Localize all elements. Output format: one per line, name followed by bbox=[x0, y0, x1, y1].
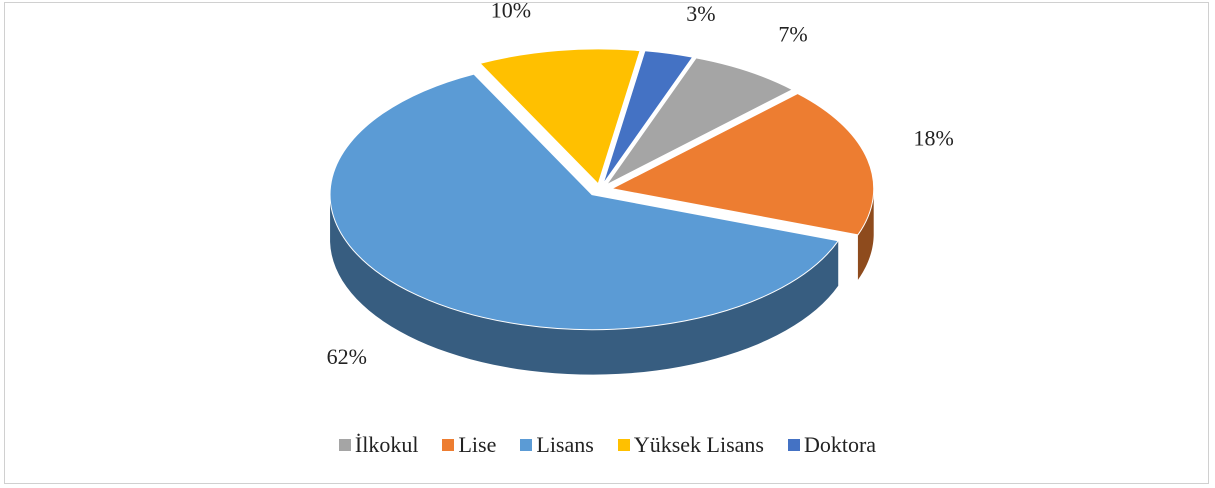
slice bbox=[479, 48, 641, 185]
data-label: 10% bbox=[491, 0, 531, 23]
legend-label: Lise bbox=[458, 432, 497, 457]
legend-swatch bbox=[617, 439, 630, 451]
legend-item: İlkokul bbox=[338, 432, 419, 458]
legend: İlkokul Lise Lisans Yüksek Lisans Doktora bbox=[0, 432, 1215, 458]
data-label: 62% bbox=[327, 344, 367, 369]
data-label: 3% bbox=[686, 1, 715, 26]
legend-item: Lisans bbox=[520, 432, 594, 458]
legend-item: Lise bbox=[442, 432, 496, 458]
legend-label: Doktora bbox=[803, 432, 877, 457]
legend-swatch bbox=[442, 439, 455, 451]
legend-swatch bbox=[520, 439, 533, 451]
legend-label: Lisans bbox=[536, 432, 594, 457]
legend-swatch bbox=[338, 439, 351, 451]
chart-frame bbox=[4, 2, 1209, 484]
slice bbox=[606, 57, 794, 186]
slice bbox=[329, 73, 840, 331]
slice bbox=[602, 50, 694, 185]
data-label: 7% bbox=[778, 22, 807, 47]
legend-swatch bbox=[787, 439, 800, 451]
data-label: 18% bbox=[914, 126, 954, 151]
slice-side bbox=[330, 196, 839, 375]
legend-item: Yüksek Lisans bbox=[617, 432, 764, 458]
slice bbox=[610, 92, 875, 236]
legend-item: Doktora bbox=[787, 432, 877, 458]
legend-label: Yüksek Lisans bbox=[633, 432, 764, 457]
legend-label: İlkokul bbox=[354, 432, 419, 457]
